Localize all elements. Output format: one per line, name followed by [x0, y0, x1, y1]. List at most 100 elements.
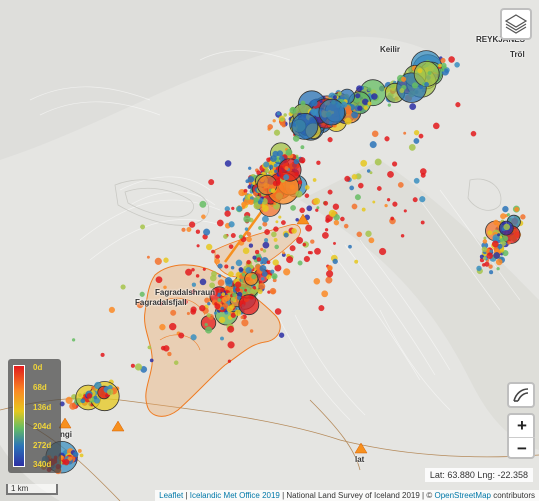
earthquake-dot[interactable]	[260, 247, 264, 251]
earthquake-dot[interactable]	[120, 284, 126, 290]
earthquake-dot[interactable]	[230, 233, 236, 238]
earthquake-dot[interactable]	[304, 185, 310, 190]
earthquake-dot[interactable]	[258, 226, 262, 230]
earthquake-dot[interactable]	[315, 208, 319, 212]
earthquake-dot[interactable]	[349, 185, 355, 191]
osm-link[interactable]: OpenStreetMap	[434, 491, 491, 500]
earthquake-dot[interactable]	[306, 205, 313, 212]
earthquake-dot[interactable]	[71, 338, 76, 342]
earthquake-dot[interactable]	[140, 224, 146, 230]
earthquake-dot[interactable]	[408, 144, 416, 151]
earthquake-dot[interactable]	[440, 67, 445, 72]
earthquake-dot[interactable]	[236, 206, 243, 212]
earthquake-dot[interactable]	[419, 196, 426, 203]
earthquake-dot[interactable]	[163, 285, 167, 290]
earthquake-dot[interactable]	[147, 345, 152, 350]
earthquake-dot[interactable]	[289, 245, 296, 252]
earthquake-dot[interactable]	[208, 179, 215, 186]
earthquake-dot[interactable]	[272, 259, 279, 266]
earthquake-dot[interactable]	[278, 332, 285, 338]
earthquake-dot[interactable]	[413, 130, 420, 136]
earthquake-dot[interactable]	[261, 271, 268, 277]
earthquake-dot[interactable]	[283, 232, 289, 238]
leaflet-link[interactable]: Leaflet	[159, 491, 184, 500]
earthquake-dot[interactable]	[247, 184, 252, 189]
earthquake-dot[interactable]	[279, 155, 285, 162]
earthquake-dot[interactable]	[195, 229, 201, 234]
earthquake-dot[interactable]	[271, 231, 277, 238]
earthquake-dot[interactable]	[297, 180, 303, 185]
earthquake-dot[interactable]	[499, 238, 504, 242]
earthquake-dot[interactable]	[224, 160, 232, 167]
earthquake-dot[interactable]	[248, 243, 254, 248]
earthquake-dot[interactable]	[424, 82, 429, 87]
earthquake-dot[interactable]	[379, 247, 387, 256]
earthquake-dot[interactable]	[270, 155, 277, 162]
earthquake-dot[interactable]	[312, 178, 317, 182]
earthquake-dot[interactable]	[497, 233, 501, 237]
earthquake-dot[interactable]	[79, 453, 84, 458]
earthquake-dot[interactable]	[218, 316, 226, 324]
earthquake-dot[interactable]	[482, 239, 488, 244]
earthquake-dot[interactable]	[218, 274, 222, 278]
earthquake-dot[interactable]	[520, 214, 526, 220]
earthquake-dot[interactable]	[281, 220, 286, 225]
earthquake-dot[interactable]	[243, 215, 251, 223]
earthquake-dot[interactable]	[289, 184, 295, 190]
earthquake-dot[interactable]	[476, 265, 482, 272]
earthquake-dot[interactable]	[372, 200, 376, 204]
earthquake-dot[interactable]	[390, 216, 395, 221]
earthquake-dot[interactable]	[283, 113, 287, 117]
earthquake-dot[interactable]	[392, 161, 398, 167]
earthquake-dot[interactable]	[361, 207, 366, 212]
earthquake-dot[interactable]	[199, 278, 207, 286]
earthquake-dot[interactable]	[280, 122, 284, 126]
earthquake-dot[interactable]	[230, 312, 236, 318]
earthquake-dot[interactable]	[234, 309, 242, 316]
earthquake-dot[interactable]	[220, 306, 224, 311]
earthquake-dot[interactable]	[412, 197, 418, 203]
earthquake-dot[interactable]	[252, 255, 257, 260]
earthquake-dot[interactable]	[267, 124, 273, 130]
earthquake-dot[interactable]	[155, 276, 163, 284]
earthquake-dot[interactable]	[514, 206, 520, 212]
earthquake-dot[interactable]	[351, 203, 358, 210]
earthquake-dot[interactable]	[323, 200, 329, 206]
earthquake-dot[interactable]	[503, 223, 510, 231]
earthquake-dot[interactable]	[196, 244, 200, 248]
earthquake-dot[interactable]	[251, 274, 257, 280]
earthquake-dot[interactable]	[344, 175, 351, 182]
earthquake-dot[interactable]	[355, 93, 361, 99]
earthquake-dot[interactable]	[191, 289, 196, 295]
imo-link[interactable]: Icelandic Met Office 2019	[189, 491, 280, 500]
earthquake-dot[interactable]	[496, 267, 500, 271]
earthquake-dot[interactable]	[159, 301, 164, 306]
earthquake-dot[interactable]	[245, 267, 252, 274]
earthquake-dot[interactable]	[420, 220, 425, 225]
earthquake-dot[interactable]	[357, 105, 363, 111]
earthquake-dot[interactable]	[220, 336, 224, 341]
earthquake-dot[interactable]	[295, 190, 303, 198]
earthquake-dot[interactable]	[300, 145, 305, 150]
earthquake-dot[interactable]	[384, 203, 388, 208]
earthquake-dot[interactable]	[487, 230, 493, 236]
earthquake-dot[interactable]	[418, 85, 424, 90]
earthquake-dot[interactable]	[438, 63, 442, 68]
earthquake-dot[interactable]	[367, 101, 372, 106]
earthquake-dot[interactable]	[321, 290, 329, 298]
earthquake-dot[interactable]	[220, 287, 225, 293]
earthquake-dot[interactable]	[238, 294, 260, 316]
earthquake-dot[interactable]	[214, 258, 220, 265]
earthquake-dot[interactable]	[201, 214, 206, 219]
earthquake-dot[interactable]	[224, 210, 231, 217]
earthquake-dot[interactable]	[167, 351, 172, 357]
earthquake-dot[interactable]	[230, 265, 235, 270]
earthquake-dot[interactable]	[273, 202, 277, 206]
earthquake-dot[interactable]	[269, 287, 277, 295]
earthquake-dot[interactable]	[242, 247, 250, 255]
earthquake-dot[interactable]	[371, 93, 378, 100]
earthquake-dot[interactable]	[170, 309, 177, 316]
earthquake-dot[interactable]	[259, 265, 267, 272]
earthquake-dot[interactable]	[227, 359, 232, 363]
earthquake-dot[interactable]	[107, 388, 114, 396]
